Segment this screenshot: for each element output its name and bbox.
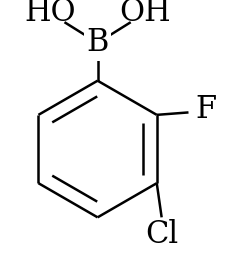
Text: Cl: Cl [145,219,178,250]
Text: OH: OH [120,0,171,28]
Text: HO: HO [24,0,76,28]
Text: F: F [195,94,216,125]
Text: B: B [86,27,109,58]
